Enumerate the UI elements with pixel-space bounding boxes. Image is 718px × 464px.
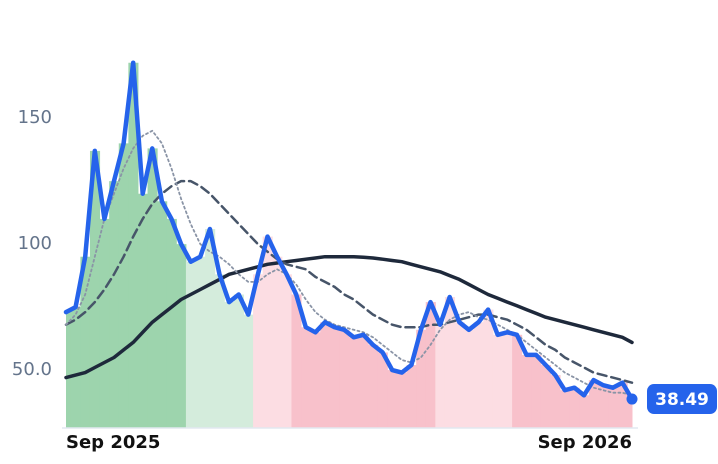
area-column <box>70 307 81 428</box>
x-tick-label: Sep 2025 <box>66 432 160 453</box>
area-column <box>339 329 350 428</box>
area-column <box>406 365 417 428</box>
area-column <box>569 387 580 428</box>
area-column <box>185 261 197 428</box>
area-column <box>205 229 216 428</box>
area-column <box>492 334 503 428</box>
area-column <box>118 143 129 428</box>
y-tick-label: 100 <box>18 233 52 254</box>
area-column <box>253 274 264 428</box>
series-line <box>64 254 634 380</box>
x-tick-label: Sep 2026 <box>538 432 632 453</box>
area-column <box>109 181 120 428</box>
y-tick-label: 50.0 <box>12 359 52 380</box>
area-column <box>579 395 590 428</box>
area-column <box>416 329 427 428</box>
area-column <box>66 312 72 428</box>
area-column <box>464 329 475 428</box>
value-label: 38.49 <box>655 390 709 410</box>
area-column <box>320 322 331 428</box>
area-column <box>483 309 494 428</box>
area-column <box>627 399 633 428</box>
area-column <box>128 62 139 429</box>
area-column <box>291 294 302 428</box>
area-column <box>243 314 254 428</box>
area-column <box>262 236 273 428</box>
area-column <box>608 387 619 428</box>
series-line <box>65 129 633 397</box>
value-badge <box>647 384 717 415</box>
y-tick-label: 150 <box>18 107 52 128</box>
area-column <box>329 327 340 428</box>
area-column <box>358 334 369 428</box>
area-column <box>387 370 398 428</box>
area-column <box>214 274 225 428</box>
series-line <box>63 60 635 402</box>
area-column <box>89 150 101 429</box>
area-column <box>147 148 158 429</box>
area-column <box>99 218 110 428</box>
area-column <box>598 385 609 428</box>
area-column <box>224 302 235 428</box>
area-column <box>444 297 456 428</box>
area-column <box>301 327 312 428</box>
area-column <box>473 322 484 428</box>
area-column <box>588 380 599 428</box>
area-column <box>531 354 542 428</box>
area-column <box>550 375 561 428</box>
area-column <box>349 337 360 428</box>
last-point <box>626 393 638 405</box>
area-column <box>540 365 551 428</box>
area-column <box>454 322 465 428</box>
area-column <box>176 244 187 428</box>
area-column <box>233 294 244 428</box>
area-column <box>617 382 628 428</box>
area-column <box>512 334 523 428</box>
area-column <box>425 302 436 428</box>
area-column <box>195 256 206 428</box>
area-column <box>521 354 532 428</box>
area-column <box>310 332 321 428</box>
area-column <box>281 274 292 428</box>
area-column <box>377 352 388 428</box>
area-column <box>272 256 283 428</box>
area-column <box>166 218 177 428</box>
area-column <box>502 332 513 428</box>
area-column <box>396 372 408 428</box>
area-column <box>137 193 149 428</box>
area-column <box>435 324 446 428</box>
area-column <box>560 390 571 428</box>
area-column <box>368 344 379 428</box>
area-column <box>80 256 91 428</box>
